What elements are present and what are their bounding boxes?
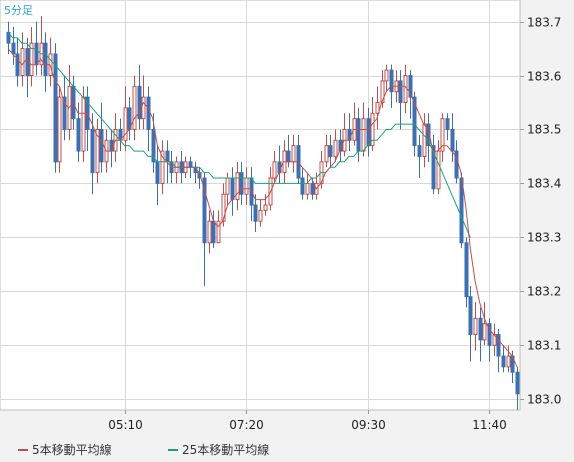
candle-up — [160, 140, 165, 195]
candle-up — [235, 161, 240, 211]
candle-down — [328, 134, 333, 168]
y-tick-label: 183.6 — [527, 70, 561, 84]
candle-down — [239, 161, 244, 205]
candle-up — [57, 86, 62, 173]
candle-down — [62, 75, 67, 141]
candle-down — [137, 64, 142, 130]
candle-up — [81, 86, 86, 162]
candle-down — [445, 113, 450, 141]
candle-up — [272, 151, 277, 184]
candle-up — [123, 86, 128, 152]
candle-down — [487, 318, 492, 362]
moving-averages — [7, 32, 518, 368]
candle-up — [263, 194, 268, 216]
y-tick-label: 183.0 — [527, 393, 561, 407]
candle-up — [482, 302, 487, 346]
candle-down — [515, 366, 520, 410]
y-axis-ticks: 183.7 183.6 183.5 183.4 183.3 183.2 183.1 183.0 — [520, 16, 561, 407]
candle-down — [43, 32, 48, 92]
candle-up — [506, 345, 511, 373]
candle-down — [426, 113, 431, 162]
candle-up — [95, 118, 100, 184]
y-tick-label: 183.1 — [527, 339, 561, 353]
candle-up — [440, 113, 445, 162]
candle-up — [473, 302, 478, 351]
candle-down — [417, 134, 422, 179]
y-tick-label: 183.7 — [527, 16, 561, 30]
candle-down — [464, 237, 469, 308]
x-tick-label: 05:10 — [108, 418, 143, 432]
candle-up — [67, 64, 72, 141]
candle-down — [99, 102, 104, 173]
legend-item-ma5: 5本移動平均線 — [18, 441, 112, 458]
candle-up — [207, 210, 212, 254]
x-tick-label: 09:30 — [351, 418, 386, 432]
candle-down — [15, 37, 20, 87]
candle-down — [431, 134, 436, 195]
candle-up — [375, 86, 380, 130]
timeframe-label: 5分足 — [4, 4, 33, 17]
candle-down — [11, 26, 16, 65]
candle-down — [501, 345, 506, 373]
candle-down — [496, 329, 501, 373]
candle-up — [29, 26, 34, 87]
candle-up — [422, 113, 427, 168]
candle-up — [436, 140, 441, 195]
ma5-line — [7, 48, 518, 368]
legend-item-ma25: 25本移動平均線 — [168, 441, 269, 458]
candle-up — [333, 129, 338, 162]
candle-down — [366, 107, 371, 157]
x-axis-ticks: 05:10 07:20 09:30 11:40 — [108, 410, 507, 432]
candle-down — [76, 102, 81, 162]
candle-down — [90, 113, 95, 195]
candle-up — [384, 64, 389, 92]
candle-down — [450, 113, 455, 162]
y-tick-label: 183.3 — [527, 231, 561, 245]
candle-down — [310, 178, 315, 200]
candle-down — [53, 43, 58, 173]
x-tick-label: 07:20 — [229, 418, 264, 432]
candle-down — [253, 194, 258, 232]
candle-down — [454, 140, 459, 184]
candle-up — [132, 75, 137, 141]
candle-down — [398, 70, 403, 130]
x-tick-label: 11:40 — [472, 418, 507, 432]
legend-label-ma5: 5本移動平均線 — [32, 443, 112, 457]
legend-label-ma25: 25本移動平均線 — [182, 443, 270, 457]
legend: 5本移動平均線 25本移動平均線 — [0, 437, 574, 462]
y-tick-label: 183.5 — [527, 123, 561, 137]
y-tick-label: 183.4 — [527, 177, 561, 191]
grid-lines — [0, 0, 520, 410]
ma25-swatch — [168, 448, 178, 451]
y-tick-label: 183.2 — [527, 285, 561, 299]
ma5-swatch — [18, 448, 28, 451]
candle-down — [468, 285, 473, 362]
candle-up — [258, 199, 263, 227]
candle-up — [216, 210, 221, 244]
ma25-line — [7, 32, 471, 238]
candle-up — [492, 323, 497, 357]
candle-up — [324, 134, 329, 168]
candle-down — [478, 307, 483, 362]
